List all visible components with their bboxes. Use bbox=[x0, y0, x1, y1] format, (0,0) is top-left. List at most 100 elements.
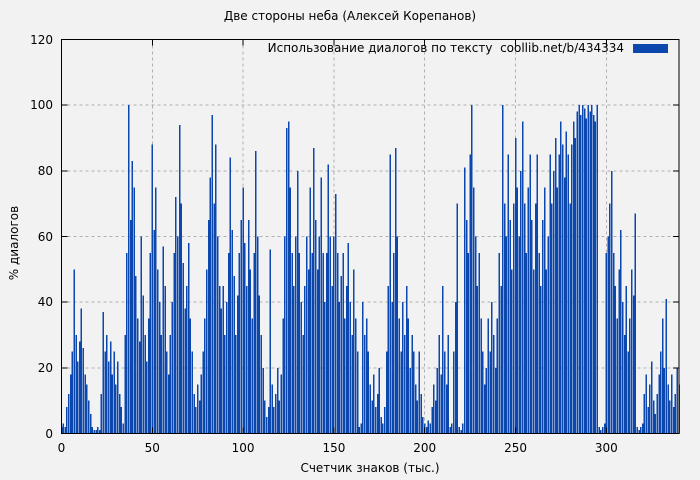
bar bbox=[351, 335, 353, 434]
bar bbox=[554, 138, 557, 434]
bar bbox=[196, 384, 199, 434]
bar bbox=[651, 361, 653, 434]
bar bbox=[69, 374, 72, 434]
bar bbox=[358, 426, 361, 434]
bar bbox=[445, 384, 448, 434]
bar bbox=[551, 203, 553, 434]
bar bbox=[618, 269, 620, 434]
bar bbox=[244, 243, 246, 434]
bar bbox=[485, 367, 488, 434]
bar bbox=[126, 252, 128, 434]
bar bbox=[246, 285, 248, 434]
bar bbox=[271, 384, 273, 434]
bar bbox=[242, 187, 244, 434]
bar bbox=[295, 236, 297, 434]
bar bbox=[195, 407, 197, 434]
bar bbox=[414, 384, 417, 434]
bar bbox=[592, 115, 595, 434]
y-tick-label: 100 bbox=[30, 98, 53, 113]
bar bbox=[565, 131, 568, 434]
bar bbox=[623, 335, 626, 434]
bar bbox=[93, 430, 95, 434]
bar bbox=[507, 154, 510, 434]
bar bbox=[571, 144, 573, 434]
bar bbox=[374, 407, 377, 434]
legend-label: Использование диалогов по тексту coollib… bbox=[267, 41, 624, 55]
bar bbox=[77, 361, 79, 434]
bar bbox=[89, 413, 92, 434]
bar bbox=[207, 220, 210, 434]
bar bbox=[300, 302, 302, 434]
bar bbox=[522, 121, 524, 434]
bar bbox=[589, 111, 591, 434]
bar bbox=[572, 121, 575, 434]
x-tick-label: 0 bbox=[57, 441, 66, 455]
bar bbox=[298, 252, 301, 434]
bar bbox=[175, 197, 177, 434]
bar bbox=[496, 318, 499, 434]
bar bbox=[106, 335, 108, 434]
bar bbox=[336, 252, 339, 434]
bar bbox=[447, 335, 450, 434]
bar bbox=[318, 236, 321, 434]
bar bbox=[140, 236, 143, 434]
bar bbox=[135, 275, 137, 434]
bar bbox=[62, 423, 65, 434]
bar bbox=[320, 177, 322, 434]
bar bbox=[187, 243, 190, 434]
bar bbox=[231, 229, 233, 434]
bar bbox=[160, 335, 163, 434]
bar bbox=[273, 407, 275, 434]
bar bbox=[285, 128, 288, 434]
bar bbox=[670, 374, 673, 434]
bar bbox=[516, 187, 519, 434]
bar bbox=[269, 249, 272, 434]
bar bbox=[276, 367, 279, 434]
bar bbox=[247, 220, 250, 434]
bar bbox=[471, 105, 473, 434]
bar bbox=[293, 285, 295, 434]
bar bbox=[467, 252, 470, 434]
bar bbox=[422, 417, 424, 434]
bar bbox=[265, 417, 268, 434]
bar bbox=[137, 318, 139, 434]
bar bbox=[182, 262, 184, 434]
bar bbox=[660, 351, 662, 434]
bar bbox=[331, 285, 333, 434]
bar bbox=[322, 252, 324, 434]
bar bbox=[480, 318, 482, 434]
bar bbox=[193, 394, 195, 434]
bar bbox=[520, 170, 522, 434]
bar bbox=[142, 295, 144, 434]
bar bbox=[652, 400, 655, 434]
bar bbox=[127, 105, 130, 434]
bar bbox=[202, 351, 204, 434]
bar bbox=[75, 335, 77, 434]
bar bbox=[84, 374, 86, 434]
x-tick-label: 200 bbox=[413, 441, 437, 455]
bar bbox=[347, 243, 350, 434]
bar bbox=[643, 394, 646, 434]
bar bbox=[153, 229, 155, 434]
bar bbox=[398, 318, 401, 434]
bar bbox=[529, 154, 531, 434]
bar bbox=[226, 302, 228, 434]
x-tick-label: 150 bbox=[322, 441, 346, 455]
bar bbox=[278, 400, 281, 434]
bar bbox=[434, 400, 437, 434]
bar bbox=[235, 335, 237, 434]
bar bbox=[356, 351, 359, 434]
bar bbox=[68, 394, 70, 434]
bar bbox=[531, 220, 533, 434]
bar bbox=[549, 154, 551, 434]
bar bbox=[164, 285, 166, 434]
bar bbox=[433, 384, 435, 434]
bar bbox=[601, 426, 604, 434]
bar bbox=[483, 384, 486, 434]
bar bbox=[627, 351, 629, 434]
bar bbox=[334, 193, 337, 434]
bar bbox=[585, 118, 588, 434]
bar bbox=[502, 105, 504, 434]
